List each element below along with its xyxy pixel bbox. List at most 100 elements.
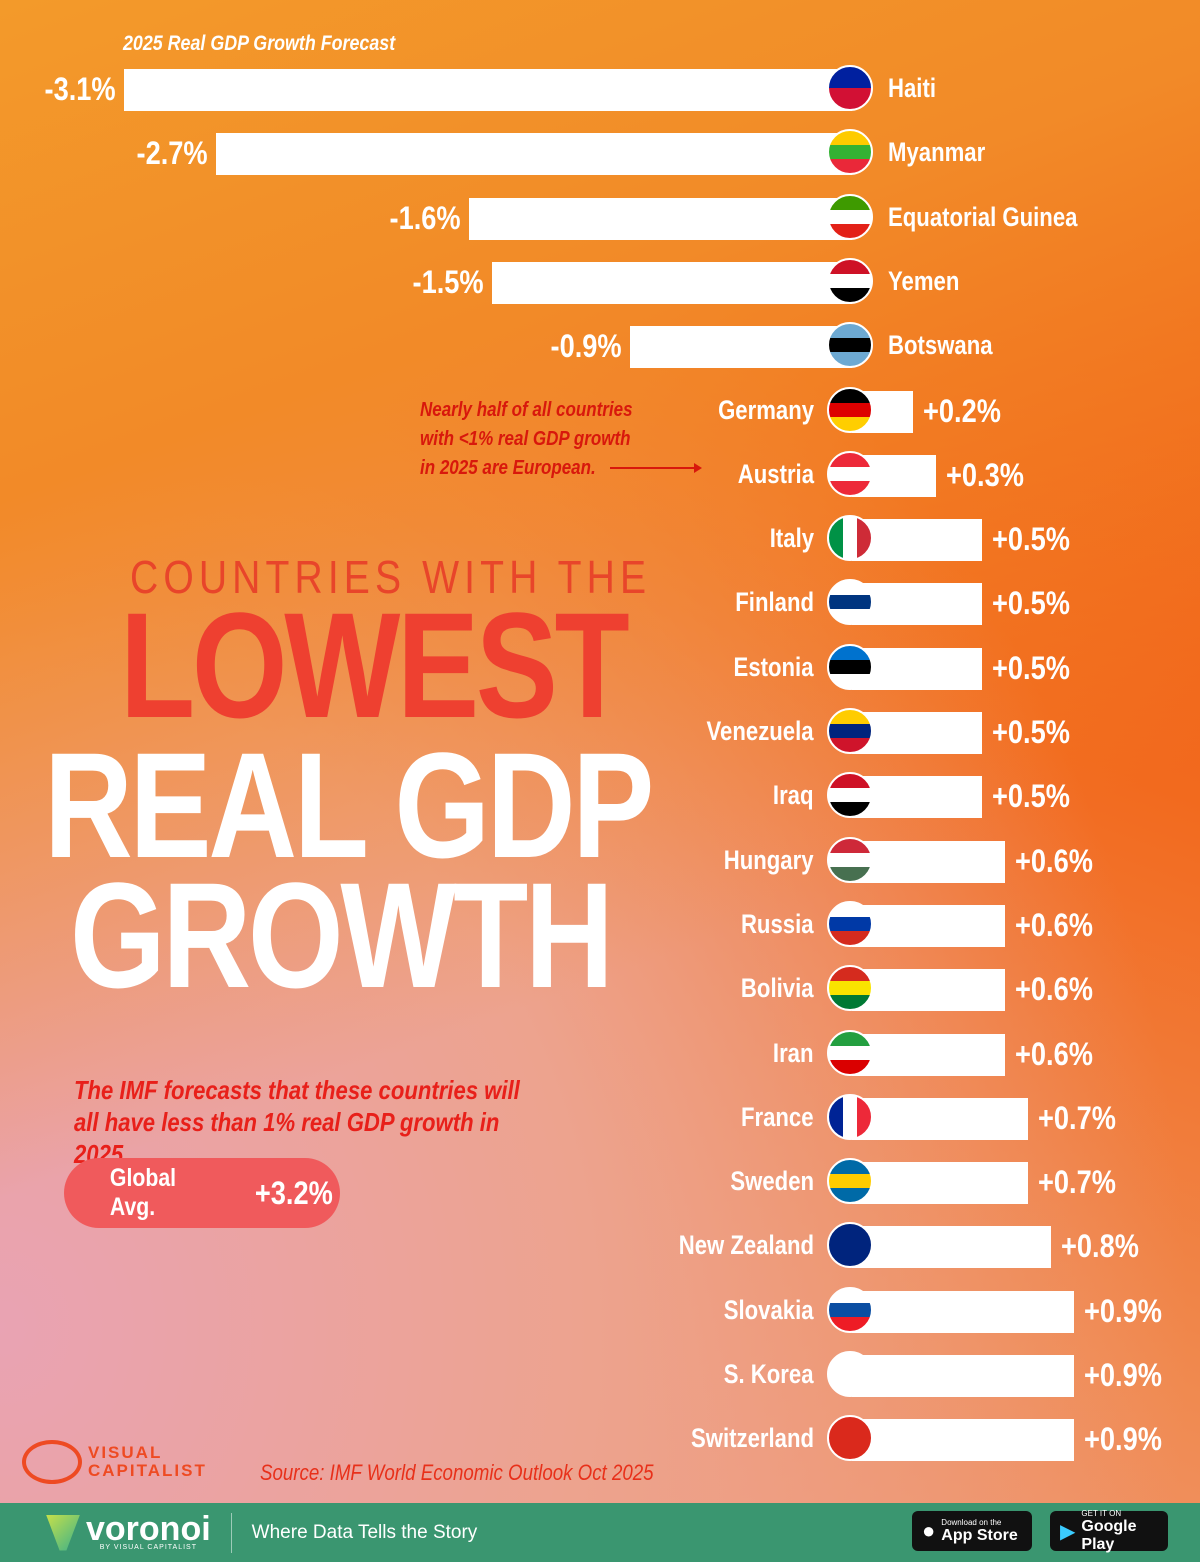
flag-icon	[827, 772, 873, 819]
bar	[852, 583, 982, 626]
country-label: New Zealand	[678, 1230, 814, 1261]
flag-icon	[827, 965, 873, 1012]
value-label: +0.6%	[1015, 906, 1093, 943]
value-label: +0.5%	[992, 714, 1070, 750]
google-play-label: Google Play	[1081, 1517, 1137, 1553]
bar	[852, 1290, 1074, 1333]
country-label: Iraq	[773, 780, 814, 811]
bar	[630, 326, 852, 369]
country-label: Botswana	[888, 330, 993, 361]
global-average-badge: Global Avg. +3.2%	[64, 1158, 340, 1228]
flag-icon	[827, 1286, 873, 1333]
google-play-icon: ▶	[1060, 1520, 1076, 1543]
value-label: -3.1%	[44, 71, 116, 107]
bar	[852, 647, 982, 690]
value-label: +0.5%	[992, 778, 1070, 815]
brand-sub: BY VISUAL CAPITALIST	[99, 1544, 197, 1551]
value-label: -2.7%	[136, 135, 208, 172]
headline-line-1: COUNTRIES WITH THE	[130, 551, 652, 603]
bar	[216, 133, 852, 176]
country-label: Italy	[769, 523, 814, 554]
bar	[852, 1033, 1005, 1076]
flag-icon	[827, 1158, 873, 1205]
bar	[852, 1097, 1028, 1140]
annotation: Nearly half of all countries with <1% re…	[420, 399, 633, 479]
country-label: Myanmar	[888, 137, 986, 168]
voronoi-logo[interactable]: voronoi BY VISUAL CAPITALIST	[46, 1510, 211, 1551]
arrow-right-icon	[610, 463, 702, 473]
value-label: +0.9%	[1084, 1357, 1162, 1393]
bar	[852, 712, 982, 754]
bar-chart: Haiti -3.1% Myanmar -2.7% Equatorial Guinea -…	[44, 65, 1162, 1462]
flag-icon	[827, 386, 873, 433]
app-store-label: App Store	[941, 1526, 1018, 1544]
value-label: +0.6%	[1015, 842, 1093, 879]
flag-icon	[827, 193, 873, 240]
bar	[124, 69, 852, 111]
flag-icon	[827, 322, 873, 369]
global-average-label: Global Avg.	[109, 1164, 177, 1221]
value-label: +0.7%	[1038, 1099, 1116, 1136]
value-label: -0.9%	[550, 328, 622, 365]
flag-icon	[827, 836, 873, 883]
brand-name: voronoi	[86, 1510, 211, 1548]
flag-icon	[827, 1029, 873, 1076]
bar	[852, 840, 1005, 883]
bar	[852, 1226, 1051, 1269]
flag-icon	[827, 643, 873, 690]
value-label: -1.5%	[412, 263, 484, 300]
headline-line-2: LOWEST	[120, 581, 630, 749]
logo-text-1: VISUAL	[88, 1443, 163, 1462]
bar	[852, 969, 1005, 1012]
bar	[852, 1162, 1028, 1205]
chart-title: 2025 Real GDP Growth Forecast	[123, 32, 396, 55]
flag-icon	[827, 900, 873, 947]
country-label: Germany	[718, 394, 814, 425]
bar	[852, 1355, 1074, 1397]
country-label: Bolivia	[741, 973, 814, 1004]
source-note: Source: IMF World Economic Outlook Oct 2…	[260, 1460, 654, 1485]
flag-icon	[827, 1093, 873, 1140]
country-label: Iran	[773, 1037, 814, 1068]
country-label: Venezuela	[706, 716, 814, 746]
value-label: +0.9%	[1084, 1421, 1162, 1458]
bar	[852, 519, 982, 562]
country-label: Hungary	[724, 844, 814, 875]
app-store-button[interactable]: ● Download on the App Store	[912, 1511, 1032, 1551]
app-store-small: Download on the	[941, 1517, 1002, 1527]
description: The IMF forecasts that these countries w…	[74, 1075, 520, 1169]
bar	[852, 776, 982, 819]
apple-icon: ●	[922, 1518, 936, 1543]
headline-line-4: GROWTH	[70, 851, 614, 1019]
headline-line-3: REAL GDP	[44, 721, 654, 889]
country-label: Finland	[735, 587, 814, 618]
flag-icon	[827, 1222, 873, 1269]
flag-icon	[827, 1415, 873, 1462]
flag-icon	[827, 450, 873, 497]
tagline: Where Data Tells the Story	[251, 1521, 478, 1543]
country-label: Austria	[737, 458, 814, 489]
google-play-small: GET IT ON	[1081, 1508, 1122, 1518]
value-label: +0.9%	[1084, 1292, 1162, 1329]
bar	[469, 197, 852, 240]
country-label: Haiti	[888, 73, 936, 103]
bar	[852, 1419, 1074, 1462]
country-label: S. Korea	[724, 1359, 814, 1389]
global-average-value: +3.2%	[255, 1174, 334, 1211]
value-label: +0.8%	[1061, 1228, 1139, 1265]
value-label: +0.2%	[923, 392, 1001, 429]
bar	[852, 904, 1005, 947]
country-label: Sweden	[730, 1166, 814, 1197]
value-label: +0.6%	[1015, 1035, 1093, 1072]
divider	[230, 1512, 232, 1553]
country-label: France	[741, 1101, 814, 1132]
value-label: +0.7%	[1038, 1164, 1116, 1201]
flag-icon	[827, 1351, 873, 1397]
value-label: +0.5%	[992, 585, 1070, 622]
country-label: Switzerland	[690, 1423, 814, 1454]
flag-icon	[827, 257, 873, 304]
google-play-button[interactable]: ▶ GET IT ON Google Play	[1050, 1508, 1168, 1553]
visual-capitalist-logo: VISUAL CAPITALIST	[22, 1440, 207, 1484]
footer: voronoi BY VISUAL CAPITALIST Where Data T…	[0, 1503, 1200, 1562]
value-label: +0.5%	[992, 521, 1070, 558]
